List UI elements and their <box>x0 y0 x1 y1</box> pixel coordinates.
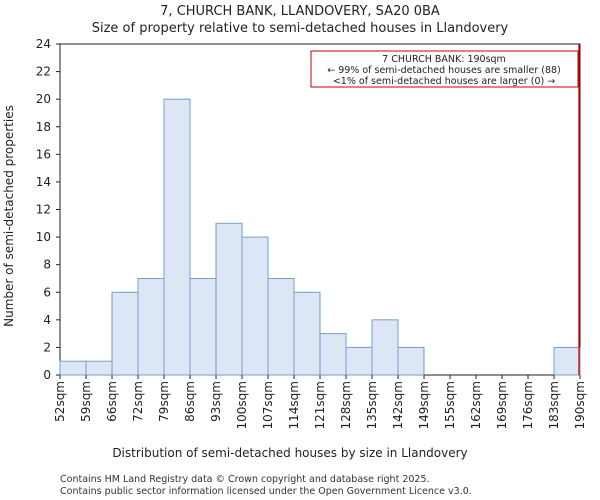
annotation-box: 7 CHURCH BANK: 190sqm ← 99% of semi-deta… <box>310 50 579 88</box>
bar-128sqm <box>345 346 373 376</box>
x-tick-label: 121sqm <box>313 381 327 429</box>
x-tick-label: 72sqm <box>131 381 145 422</box>
y-tick-label: 8 <box>43 258 51 272</box>
x-tick-label: 128sqm <box>339 381 353 429</box>
y-tick-label: 10 <box>36 230 51 244</box>
x-tick-label: 114sqm <box>287 381 301 429</box>
y-tick-label: 14 <box>36 175 51 189</box>
x-tick-label: 66sqm <box>105 381 119 422</box>
bar-79sqm <box>163 98 191 376</box>
bar-52sqm <box>59 360 87 376</box>
bar-66sqm <box>111 291 139 376</box>
y-tick-label: 22 <box>36 65 51 79</box>
annotation-frame <box>310 50 579 88</box>
annotation-line-1: 7 CHURCH BANK: 190sqm <box>382 54 506 65</box>
bar-135sqm <box>371 319 399 376</box>
bar-114sqm <box>293 291 321 376</box>
y-tick-label: 4 <box>43 313 51 327</box>
y-tick-label: 0 <box>43 368 51 382</box>
bar-183sqm <box>553 346 581 376</box>
x-tick-label: 100sqm <box>235 381 249 429</box>
bar-100sqm <box>241 236 269 376</box>
x-tick-label: 135sqm <box>365 381 379 429</box>
bar-59sqm <box>85 360 113 376</box>
y-axis-label: Number of semi-detached properties <box>2 105 16 327</box>
y-tick-label: 20 <box>36 92 51 106</box>
x-tick-label: 169sqm <box>495 381 509 429</box>
y-tick-label: 6 <box>43 285 51 299</box>
y-tick-label: 16 <box>36 147 51 161</box>
bar-72sqm <box>137 277 165 376</box>
y-tick-label: 2 <box>43 340 51 354</box>
bar-86sqm <box>189 277 217 376</box>
bar-93sqm <box>215 222 243 376</box>
bars <box>59 98 581 376</box>
bar-121sqm <box>319 333 347 376</box>
annotation-line-2: ← 99% of semi-detached houses are smalle… <box>327 65 561 76</box>
x-tick-label: 86sqm <box>183 381 197 422</box>
x-tick-label: 162sqm <box>469 381 483 429</box>
x-tick-label: 176sqm <box>521 381 535 429</box>
x-tick-label: 93sqm <box>209 381 223 422</box>
y-tick-label: 12 <box>36 203 51 217</box>
y-tick-label: 24 <box>36 37 51 51</box>
bar-107sqm <box>267 277 295 376</box>
x-tick-label: 155sqm <box>443 381 457 429</box>
footer-line-1: Contains HM Land Registry data © Crown c… <box>60 474 430 485</box>
x-axis-ticks: 52sqm 59sqm 66sqm 72sqm 79sqm 86sqm 93sqm 100sq… <box>53 375 587 429</box>
x-tick-label: 142sqm <box>391 381 405 429</box>
footer-line-2: Contains public sector information licen… <box>60 486 472 497</box>
annotation-line-3: <1% of semi-detached houses are larger (… <box>333 76 555 87</box>
x-tick-label: 183sqm <box>547 381 561 429</box>
x-tick-label: 59sqm <box>79 381 93 422</box>
x-tick-label: 190sqm <box>573 381 587 429</box>
chart-subtitle: Size of property relative to semi-detach… <box>92 21 509 36</box>
y-tick-label: 18 <box>36 120 51 134</box>
x-tick-label: 52sqm <box>53 381 67 422</box>
x-tick-label: 79sqm <box>157 381 171 422</box>
x-tick-label: 107sqm <box>261 381 275 429</box>
x-tick-label: 149sqm <box>417 381 431 429</box>
bar-142sqm <box>397 346 425 376</box>
chart-title: 7, CHURCH BANK, LLANDOVERY, SA20 0BA <box>160 4 440 19</box>
x-axis-label: Distribution of semi-detached houses by … <box>112 446 467 460</box>
